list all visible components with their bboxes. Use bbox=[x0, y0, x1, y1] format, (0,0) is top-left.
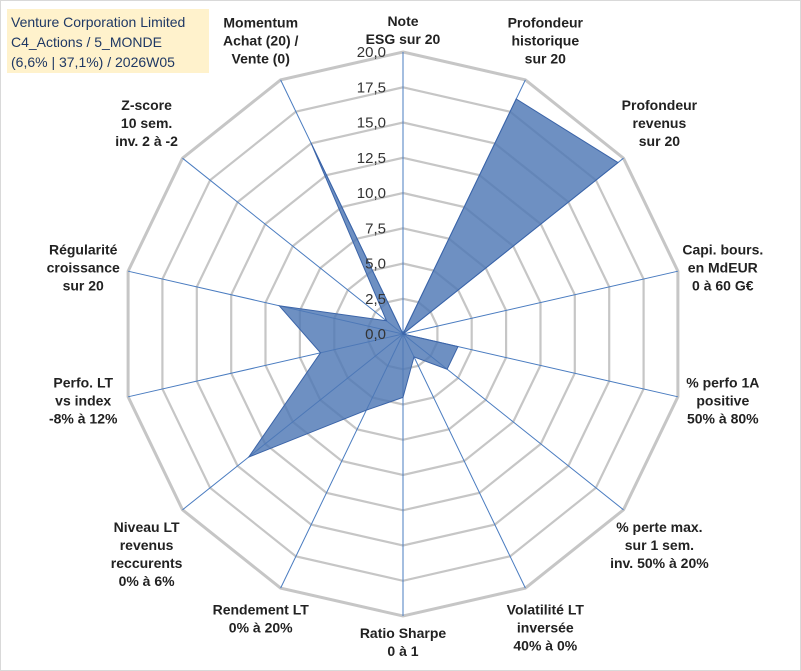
axis-label-line: Régularité bbox=[49, 242, 118, 258]
axis-label-line: Vente (0) bbox=[232, 51, 290, 67]
axis-label: Capi. bours. en MdEUR 0 à 60 G€ bbox=[682, 242, 763, 294]
axis-label-line: 50% à 80% bbox=[687, 410, 759, 426]
axis-label-line: historique bbox=[511, 33, 579, 49]
axis-label: % perte max. sur 1 sem. inv. 50% à 20% bbox=[610, 519, 709, 571]
tick-label: 15,0 bbox=[357, 115, 386, 132]
axis-label: Z-score 10 sem. inv. 2 à -2 bbox=[115, 97, 178, 149]
axis-label-line: 40% à 0% bbox=[513, 638, 577, 654]
portfolio-name: C4_Actions / 5_MONDE bbox=[11, 34, 162, 50]
axis-label-line: Note bbox=[387, 13, 418, 29]
axis-label: Perfo. LT vs index -8% à 12% bbox=[49, 374, 118, 426]
axis-label-line: revenus bbox=[120, 537, 174, 553]
axis-label: Rendement LT 0% à 20% bbox=[213, 602, 310, 636]
axis-spoke bbox=[182, 157, 404, 335]
axis-label-line: en MdEUR bbox=[688, 260, 758, 276]
axis-label-line: sur 20 bbox=[639, 133, 680, 149]
tick-label: 10,0 bbox=[357, 185, 386, 202]
axis-label-line: sur 20 bbox=[525, 51, 566, 67]
axis-label-line: Profondeur bbox=[622, 97, 698, 113]
axis-label: Ratio Sharpe 0 à 1 bbox=[360, 625, 447, 659]
axis-label-line: 10 sem. bbox=[121, 115, 172, 131]
portfolio-stats: (6,6% | 37,1%) / 2026W05 bbox=[11, 54, 175, 70]
axis-label-line: Momentum bbox=[223, 15, 298, 31]
tick-label: 17,5 bbox=[357, 79, 386, 96]
axis-label-line: positive bbox=[696, 392, 749, 408]
tick-label: 20,0 bbox=[357, 44, 386, 61]
tick-label: 2,5 bbox=[365, 291, 386, 308]
axis-spoke bbox=[402, 333, 526, 589]
axis-label-line: 0% à 6% bbox=[119, 573, 176, 589]
company-name: Venture Corporation Limited bbox=[11, 14, 186, 30]
chart-title-box: Venture Corporation Limited C4_Actions /… bbox=[7, 9, 209, 73]
axis-label-line: Ratio Sharpe bbox=[360, 625, 447, 641]
axis-label: Volatilité LT inversée 40% à 0% bbox=[507, 602, 585, 654]
tick-label: 12,5 bbox=[357, 150, 386, 167]
axis-label-line: sur 1 sem. bbox=[625, 537, 694, 553]
tick-label: 0,0 bbox=[365, 326, 386, 343]
axis-label: Niveau LT revenus reccurents 0% à 6% bbox=[111, 519, 183, 589]
axis-label: % perfo 1A positive 50% à 80% bbox=[686, 374, 759, 426]
axis-label-line: 0 à 60 G€ bbox=[692, 278, 754, 294]
axis-label-line: inv. 2 à -2 bbox=[115, 133, 178, 149]
axis-label-line: Volatilité LT bbox=[507, 602, 585, 618]
axis-label-line: 0 à 1 bbox=[387, 643, 418, 659]
axis-label: Note ESG sur 20 bbox=[366, 13, 441, 47]
axis-label-line: revenus bbox=[633, 115, 687, 131]
axis-label-line: croissance bbox=[47, 260, 120, 276]
axis-label-line: Rendement LT bbox=[213, 602, 310, 618]
series-area bbox=[247, 98, 619, 459]
tick-label: 5,0 bbox=[365, 256, 386, 273]
tick-label: 7,5 bbox=[365, 220, 386, 237]
axis-label-line: reccurents bbox=[111, 555, 183, 571]
axis-label-line: 0% à 20% bbox=[229, 620, 293, 636]
axis-label: Régularité croissance sur 20 bbox=[47, 242, 120, 294]
axis-label-line: inversée bbox=[517, 620, 574, 636]
axis-label-line: Perfo. LT bbox=[53, 374, 113, 390]
axis-label-line: Capi. bours. bbox=[682, 242, 763, 258]
axis-label: Momentum Achat (20) / Vente (0) bbox=[223, 15, 299, 67]
axis-label-line: ESG sur 20 bbox=[366, 31, 441, 47]
axis-label-line: Profondeur bbox=[508, 15, 584, 31]
axis-label-line: vs index bbox=[55, 392, 111, 408]
axis-label-line: -8% à 12% bbox=[49, 410, 118, 426]
axis-label-line: % perfo 1A bbox=[686, 374, 759, 390]
axis-label: Profondeur revenus sur 20 bbox=[622, 97, 698, 149]
axis-label-line: inv. 50% à 20% bbox=[610, 555, 709, 571]
axis-label: Profondeur historique sur 20 bbox=[508, 15, 584, 67]
axis-label-line: Niveau LT bbox=[114, 519, 180, 535]
axis-label-line: Achat (20) / bbox=[223, 33, 299, 49]
axis-label-line: % perte max. bbox=[616, 519, 702, 535]
axis-spoke bbox=[402, 270, 679, 335]
axis-label-line: Z-score bbox=[121, 97, 172, 113]
axis-label-line: sur 20 bbox=[63, 278, 104, 294]
